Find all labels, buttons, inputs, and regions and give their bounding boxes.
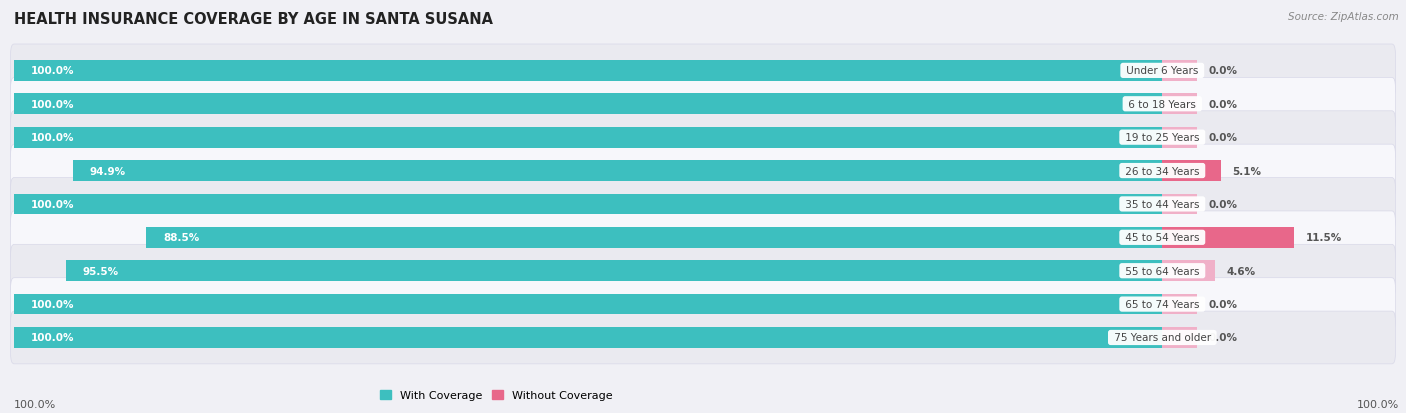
Text: 0.0%: 0.0% <box>1208 133 1237 143</box>
Text: 6 to 18 Years: 6 to 18 Years <box>1125 100 1199 109</box>
Text: 19 to 25 Years: 19 to 25 Years <box>1122 133 1202 143</box>
Legend: With Coverage, Without Coverage: With Coverage, Without Coverage <box>381 390 612 400</box>
Bar <box>14 328 1163 348</box>
Bar <box>1163 228 1295 248</box>
Bar <box>1163 261 1215 281</box>
Bar <box>1163 294 1197 315</box>
Text: Source: ZipAtlas.com: Source: ZipAtlas.com <box>1288 12 1399 22</box>
FancyBboxPatch shape <box>11 311 1395 364</box>
Text: 100.0%: 100.0% <box>31 333 75 343</box>
Bar <box>1163 61 1197 81</box>
Bar <box>14 61 1163 81</box>
Text: 45 to 54 Years: 45 to 54 Years <box>1122 233 1202 243</box>
Text: 95.5%: 95.5% <box>83 266 120 276</box>
Text: 5.1%: 5.1% <box>1232 166 1261 176</box>
Text: 94.9%: 94.9% <box>90 166 127 176</box>
Bar <box>66 261 1163 281</box>
FancyBboxPatch shape <box>11 112 1395 164</box>
Text: 100.0%: 100.0% <box>31 299 75 309</box>
Bar <box>1163 161 1220 181</box>
Text: HEALTH INSURANCE COVERAGE BY AGE IN SANTA SUSANA: HEALTH INSURANCE COVERAGE BY AGE IN SANT… <box>14 12 494 27</box>
Text: 100.0%: 100.0% <box>31 199 75 209</box>
Text: 100.0%: 100.0% <box>31 100 75 109</box>
FancyBboxPatch shape <box>11 211 1395 264</box>
Text: 55 to 64 Years: 55 to 64 Years <box>1122 266 1202 276</box>
Text: 0.0%: 0.0% <box>1208 66 1237 76</box>
Bar <box>14 128 1163 148</box>
FancyBboxPatch shape <box>11 245 1395 297</box>
FancyBboxPatch shape <box>11 45 1395 97</box>
Bar <box>1163 94 1197 115</box>
Text: 35 to 44 Years: 35 to 44 Years <box>1122 199 1202 209</box>
Text: 0.0%: 0.0% <box>1208 100 1237 109</box>
Text: 65 to 74 Years: 65 to 74 Years <box>1122 299 1202 309</box>
Text: 100.0%: 100.0% <box>1357 399 1399 409</box>
Text: 0.0%: 0.0% <box>1208 333 1237 343</box>
Text: 26 to 34 Years: 26 to 34 Years <box>1122 166 1202 176</box>
Text: 100.0%: 100.0% <box>31 66 75 76</box>
Text: 0.0%: 0.0% <box>1208 199 1237 209</box>
Text: Under 6 Years: Under 6 Years <box>1123 66 1202 76</box>
Text: 100.0%: 100.0% <box>31 133 75 143</box>
Bar <box>14 194 1163 215</box>
FancyBboxPatch shape <box>11 278 1395 331</box>
Text: 88.5%: 88.5% <box>163 233 200 243</box>
Bar <box>146 228 1163 248</box>
Text: 4.6%: 4.6% <box>1226 266 1256 276</box>
Text: 100.0%: 100.0% <box>14 399 56 409</box>
FancyBboxPatch shape <box>11 178 1395 231</box>
Text: 0.0%: 0.0% <box>1208 299 1237 309</box>
Bar <box>14 94 1163 115</box>
Bar <box>1163 328 1197 348</box>
Bar <box>73 161 1163 181</box>
FancyBboxPatch shape <box>11 78 1395 131</box>
FancyBboxPatch shape <box>11 145 1395 197</box>
Bar <box>1163 194 1197 215</box>
Bar <box>1163 128 1197 148</box>
Bar <box>14 294 1163 315</box>
Text: 11.5%: 11.5% <box>1306 233 1343 243</box>
Text: 75 Years and older: 75 Years and older <box>1111 333 1213 343</box>
